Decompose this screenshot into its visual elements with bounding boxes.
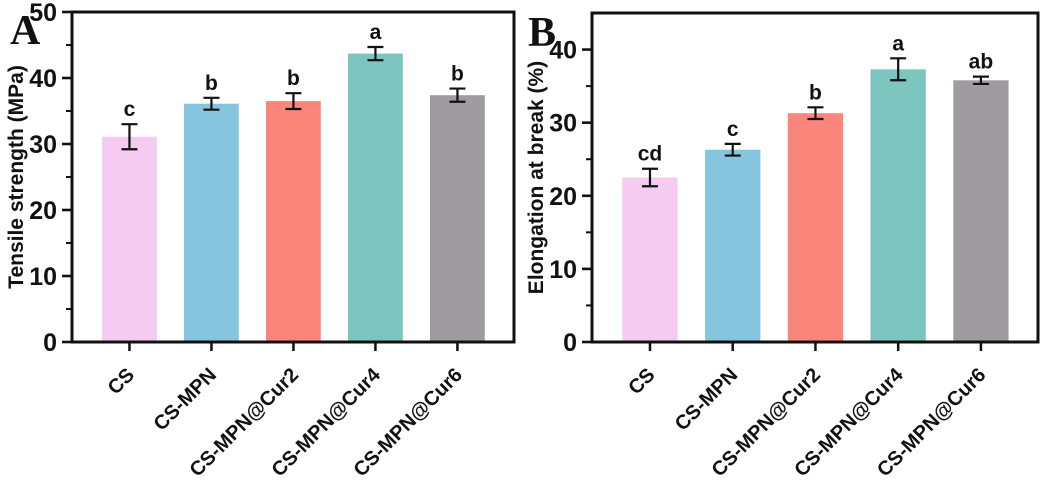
- panel-b-sig-letter-CS-MPN@Cur6: ab: [969, 51, 994, 74]
- panel-a-y-axis-title: Tensile strength (MPa): [5, 65, 28, 289]
- panel-b-bar-CS-MPN@Cur2: [787, 113, 844, 342]
- panel-a-sig-letter-CS-MPN@Cur4: a: [370, 21, 382, 44]
- panel-a-bar-CS-MPN@Cur4: [348, 53, 403, 342]
- panel-a-ytick-label: 50: [29, 0, 57, 27]
- panel-a-sig-letter-CS-MPN@Cur2: b: [287, 67, 300, 90]
- panel-a-sig-letter-CS-MPN: b: [205, 72, 218, 95]
- panel-b-ytick-label: 10: [549, 256, 577, 284]
- panel-b-ytick-label: 30: [549, 110, 577, 138]
- panel-b-bar-CS: [622, 177, 678, 342]
- panel-a-ytick-label: 40: [29, 65, 57, 93]
- panel-a-sig-letter-CS-MPN@Cur6: b: [451, 63, 464, 86]
- panel-a: cCSbCS-MPNbCS-MPN@Cur2aCS-MPN@Cur4bCS-MP…: [5, 0, 516, 481]
- panel-a-errorbar-CS: [121, 123, 138, 151]
- panel-b-ytick-label: 40: [549, 37, 577, 65]
- panel-a-xtick-label-CS-MPN: CS-MPN: [150, 364, 221, 435]
- panel-a-errorbar-CS-MPN@Cur2: [285, 92, 302, 111]
- panel-b-errorbar-CS-MPN@Cur2: [807, 106, 824, 121]
- panel-a-xtick-label-CS: CS: [104, 364, 139, 399]
- panel-a-bar-CS-MPN@Cur2: [266, 101, 321, 342]
- panel-a-bar-CS-MPN: [184, 103, 239, 342]
- panel-a-errorbar-CS-MPN: [203, 96, 220, 111]
- panel-a-bar-CS-MPN@Cur6: [430, 95, 485, 342]
- panel-b-bar-CS-MPN@Cur6: [953, 80, 1009, 343]
- panel-b-ytick-label: 0: [563, 329, 577, 357]
- panel-b-errorbar-CS-MPN: [724, 142, 741, 157]
- panel-a-errorbar-CS-MPN@Cur6: [449, 87, 466, 103]
- panel-label-b: B: [528, 10, 557, 56]
- panel-b-bar-CS-MPN: [705, 149, 761, 342]
- panel-b-sig-letter-CS-MPN: c: [727, 118, 739, 141]
- panel-b-errorbar-CS: [641, 167, 658, 188]
- panel-a-ytick-label: 10: [29, 263, 57, 291]
- panel-a-ytick-label: 20: [29, 197, 57, 225]
- panel-a-frame: [70, 10, 516, 344]
- panel-a-bar-CS: [102, 136, 157, 342]
- panel-a-sig-letter-CS: c: [124, 98, 136, 121]
- panel-b-frame: [590, 11, 1040, 344]
- panel-a-ytick-label: 30: [29, 131, 57, 159]
- panel-b: cdCScCS-MPNbCS-MPN@Cur2aCS-MPN@Cur4abCS-…: [525, 11, 1040, 481]
- panel-b-sig-letter-CS-MPN@Cur2: b: [809, 81, 822, 104]
- panel-b-errorbar-CS-MPN@Cur6: [972, 75, 989, 86]
- panel-b-xtick-label-CS: CS: [624, 364, 659, 399]
- panel-b-sig-letter-CS: cd: [638, 143, 663, 166]
- panel-b-sig-letter-CS-MPN@Cur4: a: [892, 32, 904, 55]
- panel-a-ytick-label: 0: [43, 329, 57, 357]
- panel-b-bar-CS-MPN@Cur4: [870, 69, 926, 343]
- panel-b-errorbar-CS-MPN@Cur4: [890, 57, 907, 82]
- panel-b-ytick-label: 20: [549, 183, 577, 211]
- panel-b-y-axis-title: Elongation at break (%): [525, 61, 548, 294]
- panel-label-a: A: [10, 8, 41, 54]
- panel-a-errorbar-CS-MPN@Cur4: [367, 45, 384, 62]
- panel-b-xtick-label-CS-MPN: CS-MPN: [671, 364, 742, 435]
